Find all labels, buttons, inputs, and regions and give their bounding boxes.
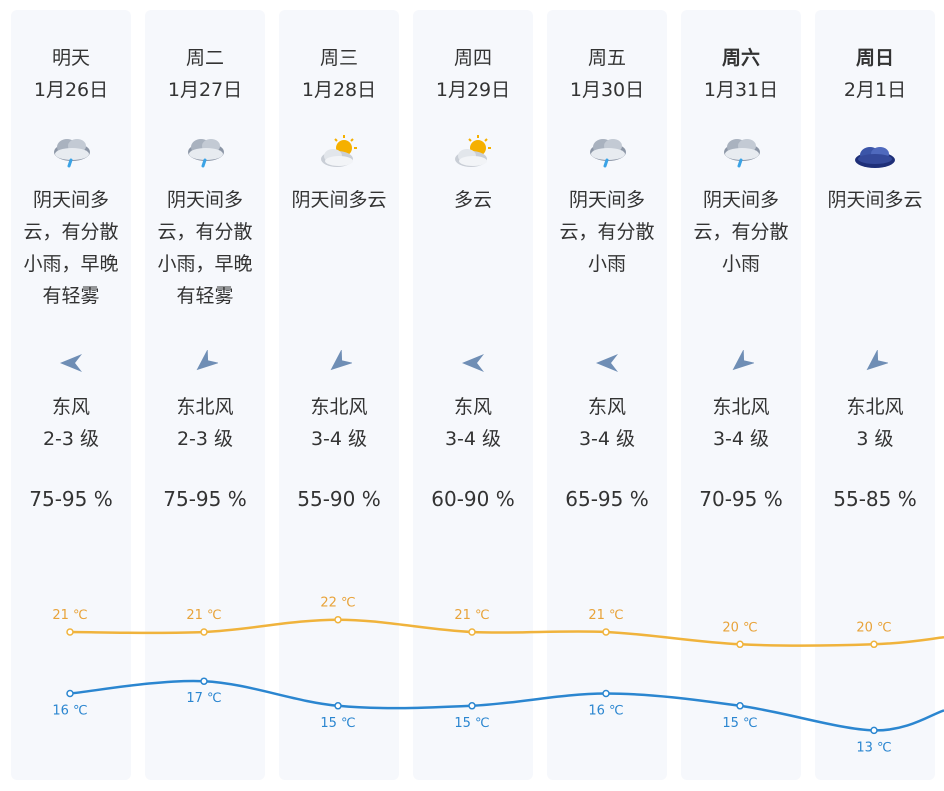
overcast-cloud-icon [855,147,895,168]
day-name: 周三 [319,47,358,69]
low-temp-label: 15 ℃ [454,716,489,731]
low-temp-label: 17 ℃ [186,691,221,706]
humidity: 70-95 % [699,487,783,511]
low-temp-point [602,689,610,698]
high-temp-point [870,640,878,649]
high-temp-label: 21 ℃ [186,608,221,623]
wind-level: 3-4 级 [578,428,636,450]
wind-level: 3 级 [856,428,894,450]
forecast-day-1: 明天 1月26日 阴天间多云，有分散小雨，早晚有轻雾 东风 2-3 级 75-9… [11,10,131,780]
wind-level: 3-4 级 [444,428,502,450]
day-name: 周五 [587,47,626,69]
forecast-day-3: 周三 1月28日 阴天间多云 东北风 3-4 级 55-90 % [279,10,399,780]
high-temp-line [69,618,944,647]
wind-direction: 东风 [51,396,90,418]
humidity: 65-95 % [565,487,649,511]
rain-icon [54,139,90,168]
low-temp-label: 16 ℃ [52,704,87,719]
wind-arrow-east-icon [462,354,484,372]
day-name: 周六 [721,47,760,69]
high-temp-point [468,628,476,636]
wind-level: 3-4 级 [310,428,368,450]
humidity: 60-90 % [431,487,515,511]
forecast-day-7: 周日 2月1日 阴天间多云 东北风 3 级 55-85 % [815,10,935,780]
humidity: 55-85 % [833,487,917,511]
forecast-day-4: 周四 1月29日 多云 东风 3-4 级 60-90 % [413,10,533,780]
wind-arrow-northeast-icon [196,350,218,371]
high-temp-label: 22 ℃ [320,596,355,611]
low-temp-label: 16 ℃ [588,704,623,719]
forecast-day-2: 周二 1月27日 阴天间多云，有分散小雨，早晚有轻雾 东北风 2-3 级 75-… [145,10,265,780]
day-date: 1月28日 [301,79,377,101]
low-temp-line [69,679,944,732]
low-temp-point [200,677,208,685]
low-temp-label: 13 ℃ [856,740,891,755]
high-temp-label: 21 ℃ [588,608,623,623]
weather-description: 阴天间多云 [291,189,387,211]
high-temp-label: 20 ℃ [722,620,757,635]
wind-direction: 东北风 [846,396,904,418]
high-temp-point [736,640,744,649]
forecast-day-5: 周五 1月30日 阴天间多云，有分散小雨 东风 3-4 级 65-95 % [547,10,667,780]
weather-description: 阴天间多云，有分散小雨 [693,189,789,275]
weather-description: 阴天间多云 [827,189,923,211]
high-temp-label: 21 ℃ [454,608,489,623]
wind-direction: 东北风 [712,396,770,418]
high-temp-point [66,628,74,636]
high-temp-point [602,628,610,636]
humidity: 75-95 % [29,487,113,511]
low-temp-label: 15 ℃ [320,716,355,731]
weather-description: 阴天间多云，有分散小雨，早晚有轻雾 [23,189,119,307]
rain-icon [590,139,626,168]
day-date: 2月1日 [843,79,907,101]
wind-direction: 东北风 [176,396,234,418]
wind-direction: 东风 [587,396,626,418]
day-date: 1月27日 [167,79,243,101]
day-date: 1月31日 [703,79,779,101]
wind-arrow-northeast-icon [732,350,754,371]
partly-cloudy-icon [321,135,357,167]
low-temp-point [334,702,342,710]
day-name: 周日 [855,47,894,69]
forecast-day-6: 周六 1月31日 阴天间多云，有分散小雨 东北风 3-4 级 70-95 % [681,10,801,780]
wind-direction: 东北风 [310,396,368,418]
rain-icon [724,139,760,168]
partly-cloudy-icon [455,135,491,167]
day-name: 明天 [51,47,90,69]
day-name: 周二 [185,47,224,69]
weather-description: 阴天间多云，有分散小雨 [559,189,655,275]
wind-level: 2-3 级 [42,428,100,450]
wind-level: 2-3 级 [176,428,234,450]
low-temp-label: 15 ℃ [722,716,757,731]
high-temp-point [334,615,342,624]
low-temp-point [468,702,476,710]
day-date: 1月29日 [435,79,511,101]
wind-arrow-northeast-icon [866,350,888,371]
low-temp-point [66,689,74,698]
day-name: 周四 [453,47,492,69]
high-temp-label: 21 ℃ [52,608,87,623]
weather-description: 阴天间多云，有分散小雨，早晚有轻雾 [157,189,253,307]
wind-level: 3-4 级 [712,428,770,450]
high-temp-label: 20 ℃ [856,620,891,635]
humidity: 75-95 % [163,487,247,511]
day-date: 1月30日 [569,79,645,101]
rain-icon [188,139,224,168]
low-temp-point [736,702,744,710]
day-date: 1月26日 [33,79,109,101]
low-temp-point [870,726,878,735]
wind-arrow-east-icon [60,354,82,372]
wind-arrow-east-icon [596,354,618,372]
wind-direction: 东风 [453,396,492,418]
wind-arrow-northeast-icon [330,350,352,371]
weather-description: 多云 [453,189,492,211]
humidity: 55-90 % [297,487,381,511]
high-temp-point [200,628,208,636]
